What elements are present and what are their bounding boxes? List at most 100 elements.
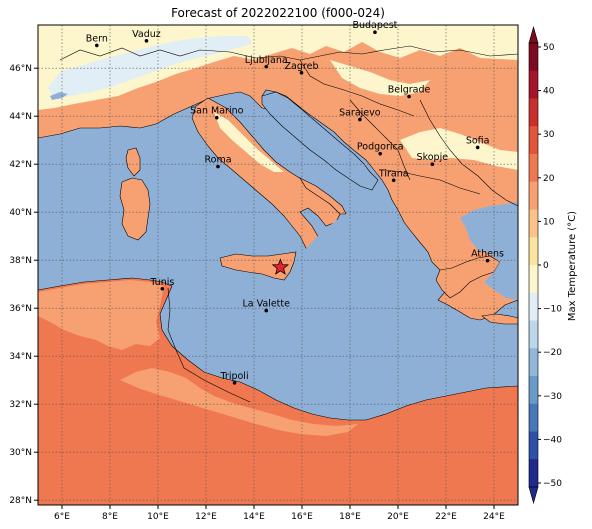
colorbar-tick-label: 20 <box>543 174 555 184</box>
lake-geneva <box>50 92 68 100</box>
mild-balkan <box>400 128 518 170</box>
colorbar-segment <box>529 292 538 321</box>
y-tick-label: 42°N <box>9 160 32 170</box>
city-dot <box>475 145 480 150</box>
city-label: Roma <box>204 155 231 166</box>
city-label: Sarajevo <box>339 108 381 119</box>
colorbar-segment <box>529 431 538 460</box>
map-frame <box>37 24 519 506</box>
colorbar-segment <box>529 459 538 488</box>
colorbar-segment <box>529 348 538 377</box>
y-tick-label: 44°N <box>9 112 32 122</box>
city-label: Tirana <box>378 168 409 179</box>
city-label: Budapest <box>352 20 397 31</box>
map-title: Forecast of 2022022100 (f000-024) <box>171 6 385 20</box>
city-label: Athens <box>471 249 504 260</box>
warm-band-africa <box>38 280 164 350</box>
y-tick-label: 46°N <box>9 64 32 74</box>
city-dot <box>95 43 99 48</box>
x-tick-label: 12°E <box>195 512 217 522</box>
y-tick-label: 36°N <box>9 304 32 314</box>
colorbar-segment <box>529 209 538 238</box>
x-tick-label: 24°E <box>483 512 505 522</box>
city-label: Zagreb <box>285 61 319 72</box>
x-tick-label: 20°E <box>387 512 409 522</box>
city-dot <box>215 115 219 120</box>
city-dot <box>264 64 269 69</box>
y-tick-label: 30°N <box>9 448 32 458</box>
city-label: La Valette <box>242 299 290 310</box>
mild-serbia <box>330 60 430 96</box>
city-label: Podgorica <box>357 142 404 153</box>
city-dot <box>485 258 490 263</box>
x-axis: 6°E 8°E 10°E 12°E 14°E 16°E 18°E 20°E 22°E 24°E <box>54 505 505 522</box>
colorbar-tick-label: 50 <box>543 43 555 53</box>
y-tick-label: 34°N <box>9 352 32 362</box>
colorbar-segment <box>529 43 538 72</box>
colorbar-tick-label: 0 <box>543 261 549 271</box>
city-label: Ljubljana <box>245 55 288 66</box>
colorbar-tick-label: 30 <box>543 130 555 140</box>
city-dot <box>232 381 237 385</box>
x-tick-label: 10°E <box>147 512 169 522</box>
colorbar-tick-label: −40 <box>543 435 562 445</box>
x-tick-label: 14°E <box>243 512 265 522</box>
colorbar-segment <box>529 126 538 155</box>
colorbar-tick-label: 40 <box>543 87 555 97</box>
city-label: Skopje <box>417 152 449 163</box>
city-label: Tripoli <box>220 371 249 382</box>
x-tick-label: 22°E <box>435 512 457 522</box>
colorbar-segment <box>529 98 538 127</box>
city-dot <box>373 30 377 34</box>
colorbar-extend-bottom <box>528 486 539 505</box>
city-label: San Marino <box>190 106 243 117</box>
y-axis: 28°N 30°N 32°N 34°N 36°N 38°N 40°N 42°N 44°N 46°N <box>9 64 38 506</box>
city-dot <box>430 162 435 166</box>
land-crete <box>481 313 518 325</box>
star-marker <box>271 258 290 275</box>
mild-italy <box>214 112 284 172</box>
y-tick-label: 32°N <box>9 400 32 410</box>
colorbar-segment <box>529 403 538 432</box>
city-label: Vaduz <box>132 29 161 40</box>
colorbar-tick-label: 10 <box>543 217 555 227</box>
colorbar-segment <box>529 237 538 266</box>
y-tick-label: 40°N <box>9 208 32 218</box>
city-dot <box>160 286 165 291</box>
colorbar-segment <box>529 70 538 99</box>
city-label: Tunis <box>149 277 174 288</box>
land-sardinia <box>119 177 151 241</box>
city-dot <box>358 117 362 122</box>
city-label: Sofia <box>466 135 490 146</box>
colorbar-tick-label: −50 <box>543 479 562 489</box>
colorbar-tick-label: −30 <box>543 392 562 402</box>
sea-adriatic <box>261 91 379 191</box>
land-puglia <box>299 177 347 215</box>
city-dot <box>299 70 304 75</box>
city-dot <box>391 178 396 183</box>
warm-band-libya <box>120 368 358 436</box>
gridlines <box>38 25 518 505</box>
colorbar-extend-top <box>528 25 539 44</box>
city-label: Bern <box>86 33 108 44</box>
land-greece-south <box>435 255 501 299</box>
colorbar: 50 40 30 20 10 0 −10 −20 −30 −40 −50 <box>528 25 562 505</box>
city-dot <box>144 39 149 43</box>
colorbar-segment <box>529 181 538 210</box>
colorbar-segment <box>529 154 538 183</box>
y-tick-label: 28°N <box>9 496 32 506</box>
x-tick-label: 8°E <box>102 512 118 522</box>
y-tick-label: 38°N <box>9 256 32 266</box>
city-dot <box>378 151 383 156</box>
sea-aegean <box>460 202 518 300</box>
city-label: Belgrade <box>388 85 431 96</box>
city-dot <box>216 164 220 169</box>
city-dot <box>407 94 411 99</box>
colorbar-tick-label: −10 <box>543 305 562 315</box>
colorbar-segment <box>529 265 538 294</box>
city-dot <box>264 308 269 313</box>
x-tick-label: 6°E <box>54 512 70 522</box>
colorbar-segment <box>529 320 538 349</box>
